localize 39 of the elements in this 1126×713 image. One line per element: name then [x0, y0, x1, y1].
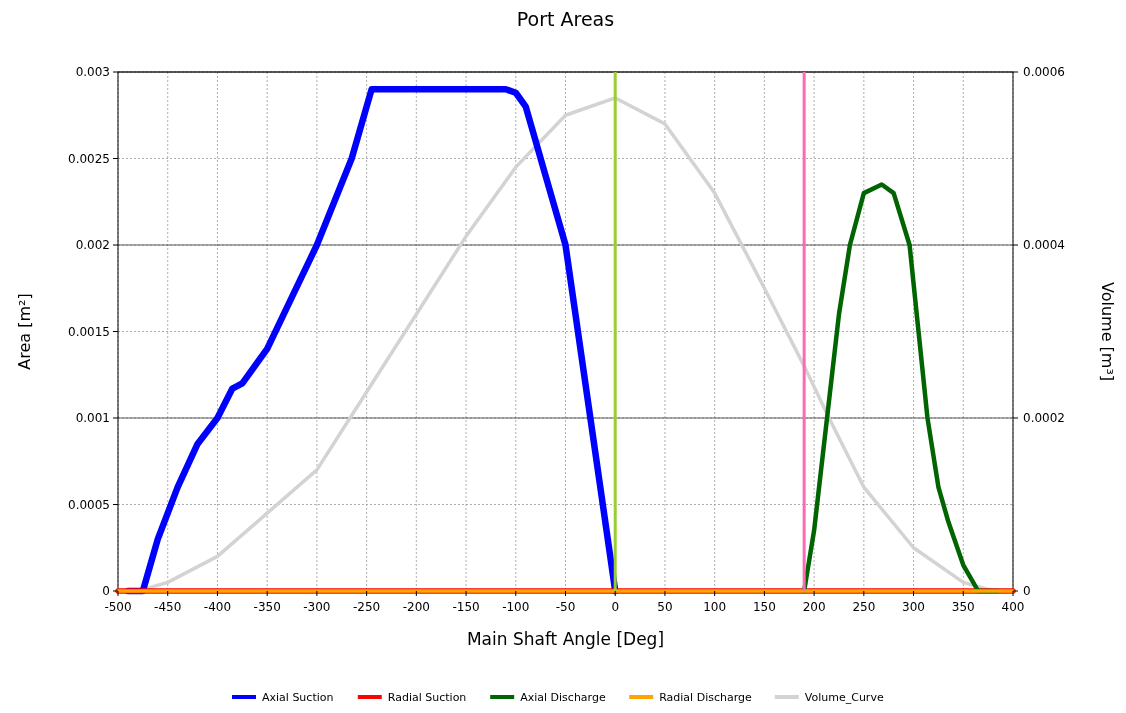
y-tick-label: 0.0005: [68, 497, 110, 512]
legend-label: Axial Discharge: [520, 691, 606, 704]
x-tick-label: 400: [1001, 600, 1025, 614]
y2-tick-label: 0: [1023, 584, 1031, 598]
x-tick-label: 350: [951, 600, 975, 614]
x-tick-label: 300: [902, 600, 926, 614]
x-tick-label: 200: [802, 600, 826, 614]
y-tick-label: 0.0025: [68, 151, 110, 166]
x-tick-label: -350: [253, 600, 281, 614]
y2-tick-label: 0.0004: [1023, 238, 1065, 252]
y2-tick-label: 0.0006: [1023, 65, 1065, 79]
y-tick-label: 0.001: [75, 411, 110, 425]
x-tick-label: -200: [402, 600, 430, 614]
y-tick-label: 0.002: [75, 238, 110, 252]
x-tick-label: -400: [203, 600, 232, 614]
legend-label: Radial Discharge: [659, 691, 752, 704]
x-tick-label: -250: [352, 600, 381, 614]
x-tick-label: 100: [703, 600, 727, 614]
y2-axis-title: Volume [m³]: [1098, 281, 1117, 382]
y-tick-label: 0: [102, 584, 110, 598]
y-tick-label: 0.003: [75, 65, 110, 79]
legend-label: Axial Suction: [262, 691, 334, 704]
legend-label: Radial Suction: [387, 691, 467, 704]
x-tick-label: -150: [452, 600, 480, 614]
x-tick-label: -50: [555, 600, 576, 614]
x-tick-label: 250: [852, 600, 876, 614]
x-tick-label: -450: [154, 600, 182, 614]
y-tick-label: 0.0015: [68, 324, 110, 339]
y2-tick-label: 0.0002: [1023, 411, 1065, 425]
x-tick-label: -100: [502, 600, 530, 614]
legend-label: Volume_Curve: [804, 691, 884, 704]
x-tick-label: 50: [657, 600, 673, 614]
y-axis-title: Area [m²]: [15, 293, 34, 370]
x-tick-label: 0: [611, 600, 620, 614]
chart-title: Port Areas: [516, 8, 615, 30]
x-axis-title: Main Shaft Angle [Deg]: [466, 629, 665, 649]
x-tick-label: 150: [752, 600, 776, 614]
x-tick-label: -300: [303, 600, 331, 614]
x-tick-label: -500: [104, 600, 132, 614]
